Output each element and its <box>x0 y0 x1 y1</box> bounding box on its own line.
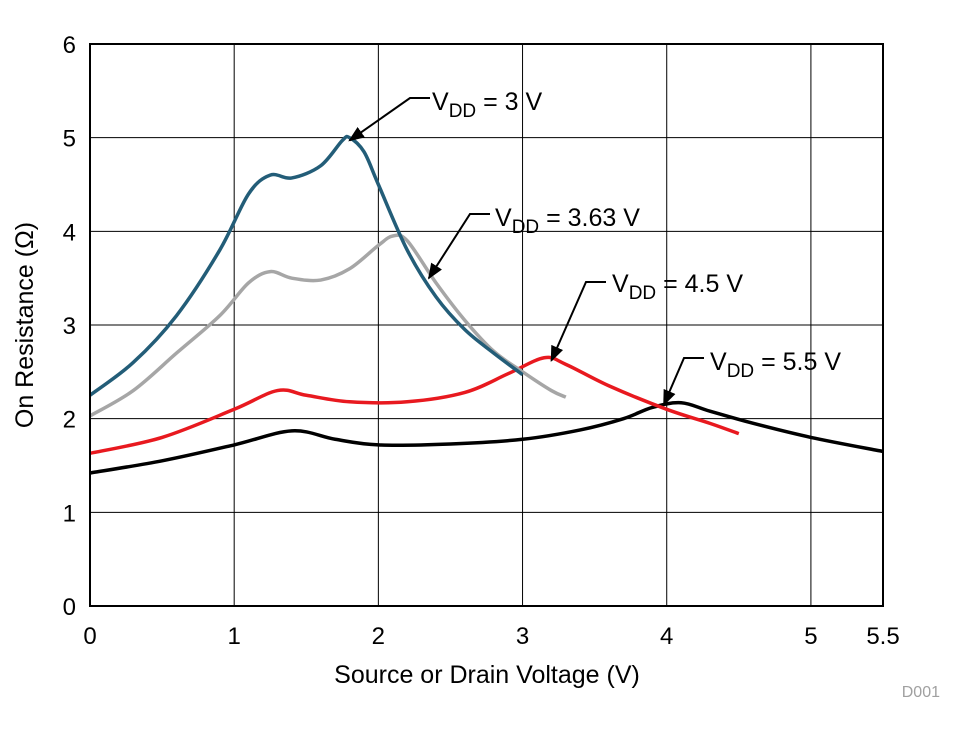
y-tick-label: 3 <box>63 313 76 340</box>
series-lines <box>88 134 884 475</box>
y-axis-label: On Resistance (Ω) <box>11 222 39 428</box>
series-label: VDD = 5.5 V <box>710 348 841 382</box>
watermark: D001 <box>902 684 940 701</box>
series-label: VDD = 3 V <box>432 88 542 122</box>
arrow-icon <box>427 213 490 280</box>
plot-frame <box>89 43 884 607</box>
arrow-icon <box>550 281 606 363</box>
series-line-0 <box>88 134 524 397</box>
label-rest: = 4.5 V <box>656 270 743 298</box>
label-rest: = 3.63 V <box>539 204 640 232</box>
label-main: V <box>612 270 629 298</box>
annotation-0: VDD = 3 V <box>348 88 542 142</box>
label-subscript: DD <box>449 101 476 122</box>
label-main: V <box>710 348 727 376</box>
y-tick-label: 0 <box>63 594 76 621</box>
label-main: V <box>495 204 512 232</box>
x-tick-label: 3 <box>516 623 529 650</box>
x-tick-label: 2 <box>372 623 385 650</box>
label-rest: = 5.5 V <box>754 348 841 376</box>
y-tick-label: 5 <box>63 126 76 153</box>
label-subscript: DD <box>727 361 754 382</box>
x-tick-label: 4 <box>660 623 673 650</box>
y-tick-label: 6 <box>63 32 76 59</box>
x-tick-label: 1 <box>228 623 241 650</box>
label-subscript: DD <box>512 217 539 238</box>
tick-labels: 0 1 2 3 4 5 5.5 0 1 2 3 4 5 6 <box>63 32 900 650</box>
annotation-2: VDD = 4.5 V <box>550 270 743 363</box>
label-main: V <box>432 88 449 116</box>
x-tick-label: 0 <box>83 623 96 650</box>
arrow-icon <box>662 357 704 407</box>
series-label: VDD = 3.63 V <box>495 204 640 238</box>
x-tick-label: 5 <box>804 623 817 650</box>
x-tick-label: 5.5 <box>866 623 899 650</box>
y-tick-label: 4 <box>63 219 76 246</box>
arrow-icon <box>348 97 430 142</box>
series-line-3 <box>89 400 884 475</box>
series-label: VDD = 4.5 V <box>612 270 743 304</box>
label-rest: = 3 V <box>476 88 542 116</box>
annotation-1: VDD = 3.63 V <box>427 204 640 280</box>
y-tick-label: 2 <box>63 407 76 434</box>
grid <box>90 44 883 606</box>
y-tick-label: 1 <box>63 500 76 527</box>
series-line-2 <box>89 355 740 456</box>
label-subscript: DD <box>629 283 656 304</box>
x-axis-label: Source or Drain Voltage (V) <box>334 661 640 689</box>
annotation-3: VDD = 5.5 V <box>662 348 841 407</box>
